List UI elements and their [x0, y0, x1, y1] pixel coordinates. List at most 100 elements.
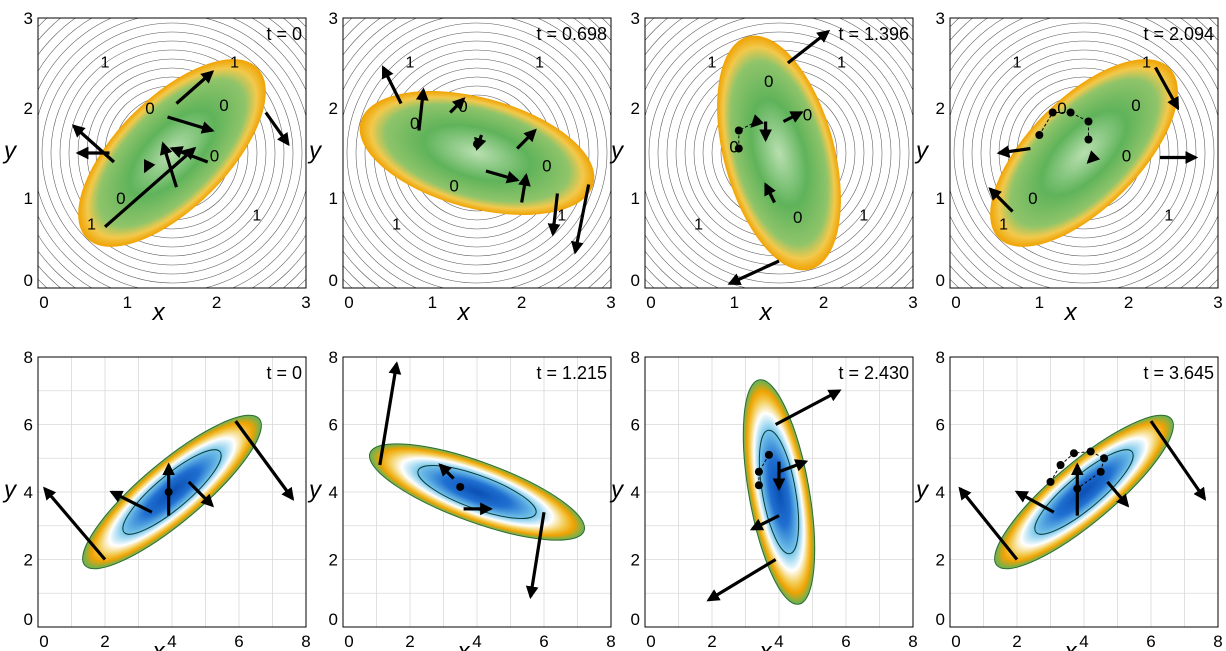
- contour-label-one: 1: [1013, 55, 1022, 72]
- x-tick-label: 1: [1035, 293, 1044, 312]
- trajectory-dot: [1035, 131, 1044, 139]
- contour-label-one: 1: [406, 55, 415, 72]
- panel-1-2: t = 2.430 00 2 2 4 4 6 6 8 8 x y: [609, 348, 918, 651]
- time-label: t = 0.698: [536, 24, 607, 44]
- velocity-arrow: [996, 145, 1031, 158]
- y-tick-label: 6: [631, 416, 640, 435]
- x-tick-label: 0: [39, 632, 48, 651]
- velocity-arrow: [706, 558, 777, 602]
- potential-contour: [41, 22, 303, 284]
- trajectory-dot: [1084, 135, 1093, 144]
- contour-label-one: 1: [708, 55, 717, 72]
- velocity-arrow: [958, 486, 1019, 561]
- contour-label-zero: 0: [1122, 146, 1131, 165]
- trajectory-dot: [754, 467, 763, 476]
- potential-contour: [50, 31, 294, 275]
- y-tick-label: 0: [631, 271, 640, 290]
- trajectory-path: [1038, 112, 1089, 140]
- contour-label-one: 1: [392, 217, 401, 234]
- x-tick-label: 2: [100, 632, 109, 651]
- velocity-arrow: [1149, 420, 1207, 501]
- potential-contour: [68, 49, 276, 257]
- plot-frame: [644, 356, 914, 628]
- x-tick-label: 0: [344, 632, 353, 651]
- velocity-arrow: [547, 193, 561, 237]
- contour-label-zero: 0: [764, 72, 773, 91]
- velocity-arrow: [159, 141, 178, 188]
- velocity-arrow: [786, 29, 831, 65]
- plot-frame: [37, 17, 307, 289]
- y-axis-label: y: [307, 476, 323, 503]
- x-tick-label: 2: [1124, 293, 1133, 312]
- trajectory-dot: [456, 482, 465, 491]
- trajectory-dot: [1066, 108, 1075, 117]
- y-tick-label: 0: [24, 610, 33, 629]
- x-tick-label: 3: [1213, 293, 1222, 312]
- contour-label-zero: 0: [803, 105, 812, 124]
- contour-label-zero: 0: [1057, 99, 1066, 118]
- contour-label-zero: 0: [210, 146, 219, 165]
- y-axis-label: y: [609, 137, 625, 164]
- x-axis-label: x: [457, 299, 471, 326]
- trajectory-dot: [1048, 108, 1057, 117]
- y-tick-label: 2: [24, 99, 33, 118]
- potential-contour: [59, 40, 285, 266]
- plot-frame: [342, 17, 612, 289]
- x-tick-label: 8: [301, 632, 310, 651]
- y-axis-label: y: [2, 476, 18, 503]
- velocity-arrow: [749, 514, 780, 531]
- x-tick-label: 0: [646, 293, 655, 312]
- x-tick-label: 1: [123, 293, 132, 312]
- trajectory-path: [758, 454, 770, 486]
- velocity-arrow: [774, 389, 842, 426]
- contour-label-one: 1: [694, 217, 703, 234]
- x-tick-label: 4: [1079, 632, 1088, 651]
- x-tick-label: 6: [1146, 632, 1155, 651]
- y-tick-label: 3: [329, 9, 338, 28]
- time-label: t = 3.645: [1143, 363, 1214, 383]
- contour-label-zero: 0: [219, 96, 228, 115]
- velocity-arrow: [518, 172, 531, 203]
- y-axis-label: y: [307, 137, 323, 164]
- contour-label-zero: 0: [1028, 189, 1037, 208]
- velocity-arrow: [438, 463, 455, 480]
- y-tick-label: 4: [24, 483, 33, 502]
- y-tick-label: 0: [631, 610, 640, 629]
- y-tick-label: 1: [936, 189, 945, 208]
- y-tick-label: 8: [329, 348, 338, 367]
- time-label: t = 0: [266, 24, 302, 44]
- wavepacket-ellipse: [717, 35, 841, 271]
- x-tick-label: 3: [606, 293, 615, 312]
- plot-content: [343, 357, 611, 627]
- velocity-arrow: [474, 134, 487, 151]
- plot-frame: [949, 17, 1219, 289]
- contour-label-zero: 0: [793, 208, 802, 227]
- x-tick-label: 3: [301, 293, 310, 312]
- x-axis-label: x: [1064, 299, 1078, 326]
- y-tick-label: 8: [24, 348, 33, 367]
- trajectory-dot: [734, 144, 743, 153]
- x-tick-label: 0: [646, 632, 655, 651]
- velocity-arrow: [988, 187, 1014, 213]
- velocity-arrow: [1154, 66, 1180, 111]
- x-axis-label: x: [152, 638, 166, 651]
- y-tick-label: 2: [329, 551, 338, 570]
- contour-label-one: 1: [557, 208, 566, 225]
- x-axis-label: x: [759, 638, 773, 651]
- y-axis-label: y: [609, 476, 625, 503]
- plot-frame: [644, 17, 914, 289]
- y-axis-label: y: [914, 476, 930, 503]
- wavepacket-ellipse: [742, 379, 816, 605]
- contour-label-zero: 0: [729, 138, 738, 157]
- x-tick-label: 2: [517, 293, 526, 312]
- panel-1-0: t = 0 00 2 2 4 4 6 6 8 8 x y: [2, 348, 311, 651]
- y-tick-label: 0: [936, 271, 945, 290]
- x-tick-label: 0: [344, 293, 353, 312]
- time-label: t = 2.430: [838, 363, 909, 383]
- x-tick-label: 1: [730, 293, 739, 312]
- velocity-arrow: [109, 490, 153, 514]
- trajectory-dot: [734, 126, 743, 135]
